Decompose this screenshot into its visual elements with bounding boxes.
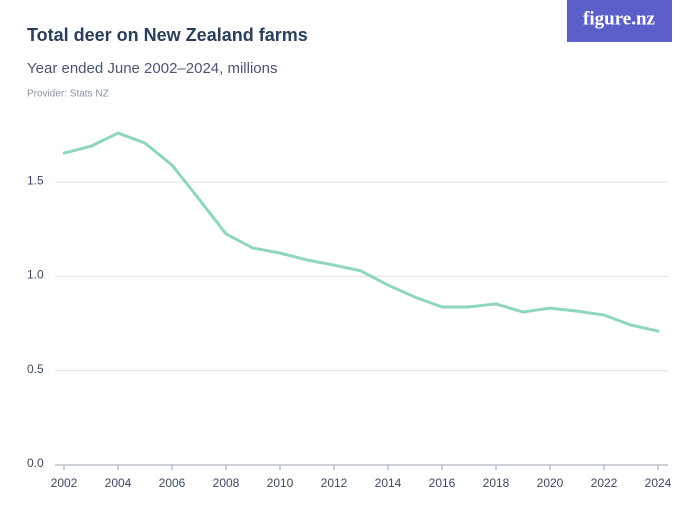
x-tick-label: 2004 xyxy=(105,476,132,490)
x-tick-label: 2008 xyxy=(213,476,240,490)
data-line xyxy=(62,131,660,333)
x-tick-label: 2002 xyxy=(51,476,78,490)
x-tick-label: 2022 xyxy=(591,476,618,490)
x-tick-label: 2006 xyxy=(159,476,186,490)
x-tick-label: 2014 xyxy=(375,476,402,490)
logo: figure.nz xyxy=(583,8,656,29)
logo-box xyxy=(567,0,672,42)
chart-title: Total deer on New Zealand farms xyxy=(27,25,308,45)
y-tick-label: 1.0 xyxy=(27,268,44,282)
x-tick-label: 2010 xyxy=(267,476,294,490)
provider: Provider: Stats NZ xyxy=(27,89,109,100)
x-tick-label: 2018 xyxy=(483,476,510,490)
x-tick-label: 2024 xyxy=(645,476,672,490)
x-tick-label: 2020 xyxy=(537,476,564,490)
y-tick-label: 0.5 xyxy=(27,362,44,376)
chart-subtitle: Year ended June 2002–2024, millions xyxy=(27,60,277,77)
y-tick-label: 0.0 xyxy=(27,456,44,470)
x-tick-label: 2016 xyxy=(429,476,456,490)
y-tick-label: 1.5 xyxy=(27,173,44,187)
x-tick-label: 2012 xyxy=(321,476,348,490)
